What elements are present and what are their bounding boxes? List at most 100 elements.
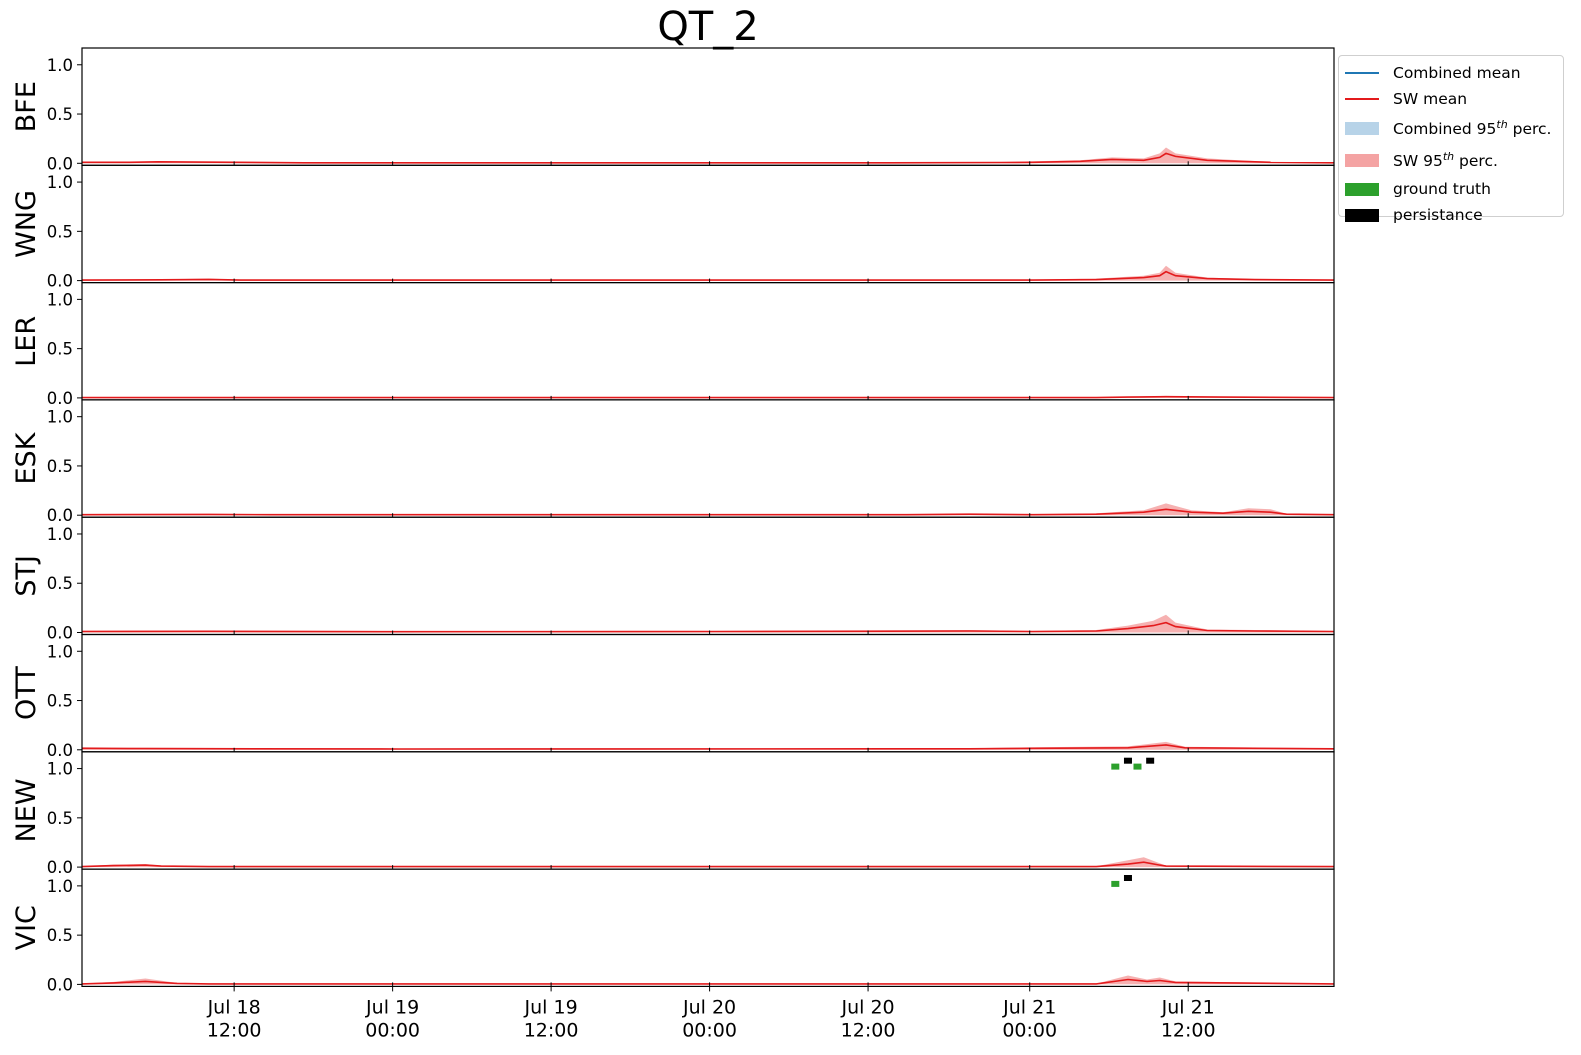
x-tick-label-date: Jul 20 — [840, 996, 894, 1018]
panel-frame — [81, 868, 1335, 987]
y-tick-label: 1.0 — [47, 877, 73, 896]
sw-mean-line — [82, 152, 1335, 164]
legend-swatch-sw-mean — [1345, 98, 1379, 100]
y-tick-label: 0.5 — [47, 222, 73, 241]
y-tick-label: 1.0 — [47, 173, 73, 192]
panel-frame — [81, 164, 1335, 284]
panel-frame — [81, 47, 1335, 166]
y-tick-label: 0.5 — [47, 926, 73, 945]
panel-frame — [81, 516, 1335, 636]
panel-stj: 0.0 0.5 1.0 STJ — [11, 516, 1335, 643]
sw-mean-line — [81, 978, 1335, 985]
panel-ler: 0.0 0.5 1.0 LER — [11, 282, 1335, 408]
y-tick-label: 1.0 — [47, 642, 73, 661]
persistance-marker — [1146, 757, 1155, 764]
y-tick-label: 0.5 — [47, 105, 73, 124]
panel-ylabel: BFE — [11, 81, 42, 132]
legend-item-sw-mean: SW mean — [1345, 86, 1563, 112]
legend-label-sw-p95-text: SW 95 — [1393, 152, 1443, 171]
y-tick-label: 0.0 — [47, 506, 73, 525]
sw-mean-line — [81, 621, 1335, 633]
legend: Combined mean SW mean Combined 95th perc… — [1338, 55, 1564, 224]
panel-wng: 0.0 0.5 1.0 WNG — [11, 164, 1335, 291]
ground-truth-marker — [1111, 880, 1120, 887]
x-tick-label-time: 00:00 — [1002, 1019, 1057, 1041]
y-tick-label: 1.0 — [47, 408, 73, 427]
x-tick-label-time: 12:00 — [524, 1019, 579, 1041]
legend-item-ground-truth: ground truth — [1345, 176, 1563, 202]
y-tick-label: 0.0 — [47, 389, 73, 408]
y-tick-label: 0.5 — [47, 574, 73, 593]
chart-title: QT_2 — [657, 4, 758, 50]
panel-frame — [81, 751, 1335, 870]
x-tick-label-time: 00:00 — [682, 1019, 737, 1041]
y-tick-label: 0.5 — [47, 809, 73, 828]
legend-label-sw-p95-sup: th — [1442, 149, 1455, 163]
y-tick-label: 0.0 — [47, 624, 73, 643]
y-tick-label: 0.0 — [47, 975, 73, 994]
panel-ott: 0.0 0.5 1.0 OTT — [11, 633, 1335, 760]
legend-label-sw-p95-suffix: perc. — [1454, 152, 1498, 171]
legend-label-combined-mean: Combined mean — [1393, 64, 1521, 82]
panel-frame — [81, 399, 1335, 518]
panel-vic: 0.0 0.5 1.0 VIC — [11, 868, 1335, 994]
x-tick-label-time: 12:00 — [1161, 1019, 1216, 1041]
x-tick-label-date: Jul 21 — [1002, 996, 1056, 1018]
legend-label-ground-truth: ground truth — [1393, 180, 1491, 198]
legend-label-sw-mean: SW mean — [1393, 90, 1468, 108]
sw-p95-band — [82, 614, 1334, 633]
legend-item-combined-mean: Combined mean — [1345, 60, 1563, 86]
panel-ylabel: ESK — [11, 431, 42, 484]
panel-ylabel: WNG — [11, 190, 42, 258]
y-tick-label: 1.0 — [47, 525, 73, 544]
legend-swatch-combined-mean — [1345, 72, 1379, 74]
sw-mean-line — [81, 861, 1335, 868]
panel-ylabel: LER — [11, 316, 42, 367]
panel-ylabel: STJ — [11, 555, 42, 597]
x-tick-label-date: Jul 19 — [524, 996, 578, 1018]
y-tick-label: 0.0 — [47, 154, 73, 173]
legend-label-combined-p95-suffix: perc. — [1507, 120, 1552, 139]
sw-mean-line — [81, 744, 1335, 750]
legend-swatch-combined-p95 — [1345, 121, 1379, 135]
sw-mean-line — [82, 395, 1335, 399]
panel-esk: 0.0 0.5 1.0 ESK — [11, 399, 1335, 525]
y-tick-label: 0.0 — [47, 858, 73, 877]
legend-swatch-sw-p95 — [1345, 153, 1379, 167]
legend-item-combined-p95: Combined 95th perc. — [1345, 112, 1563, 144]
x-tick-label-date: Jul 18 — [207, 996, 261, 1018]
legend-label-persistance: persistance — [1393, 206, 1483, 224]
sw-p95-band — [82, 975, 1334, 985]
y-tick-label: 0.5 — [47, 340, 73, 359]
sw-mean-line — [81, 270, 1335, 281]
x-tick-label-time: 00:00 — [365, 1019, 420, 1041]
ground-truth-marker — [1133, 763, 1142, 770]
y-tick-label: 0.0 — [47, 272, 73, 291]
x-tick-label-date: Jul 19 — [365, 996, 419, 1018]
y-tick-label: 1.0 — [47, 290, 73, 309]
sw-p95-band — [82, 503, 1334, 516]
ground-truth-marker — [1111, 763, 1120, 770]
sw-p95-band — [82, 265, 1334, 281]
y-tick-label: 0.5 — [47, 692, 73, 711]
legend-label-combined-p95-sup: th — [1496, 117, 1508, 131]
x-tick-label-time: 12:00 — [841, 1019, 896, 1041]
legend-label-combined-p95: Combined 95th perc. — [1393, 118, 1552, 138]
panel-frame — [81, 633, 1335, 753]
panel-new: 0.0 0.5 1.0 NEW — [11, 751, 1335, 877]
sw-p95-band — [82, 147, 1334, 164]
sw-mean-line — [81, 508, 1335, 516]
x-tick-label-date: Jul 21 — [1161, 996, 1215, 1018]
legend-swatch-persistance — [1345, 208, 1379, 222]
persistance-marker — [1123, 874, 1132, 881]
y-tick-label: 1.0 — [47, 760, 73, 779]
legend-label-sw-p95: SW 95th perc. — [1393, 150, 1498, 170]
panel-ylabel: OTT — [11, 666, 42, 720]
panel-ylabel: VIC — [11, 905, 42, 950]
y-tick-label: 0.5 — [47, 457, 73, 476]
x-tick-label-date: Jul 20 — [682, 996, 736, 1018]
y-tick-label: 0.0 — [47, 741, 73, 760]
y-tick-label: 1.0 — [47, 56, 73, 75]
panel-bfe: 0.0 0.5 1.0 BFE — [11, 47, 1335, 173]
